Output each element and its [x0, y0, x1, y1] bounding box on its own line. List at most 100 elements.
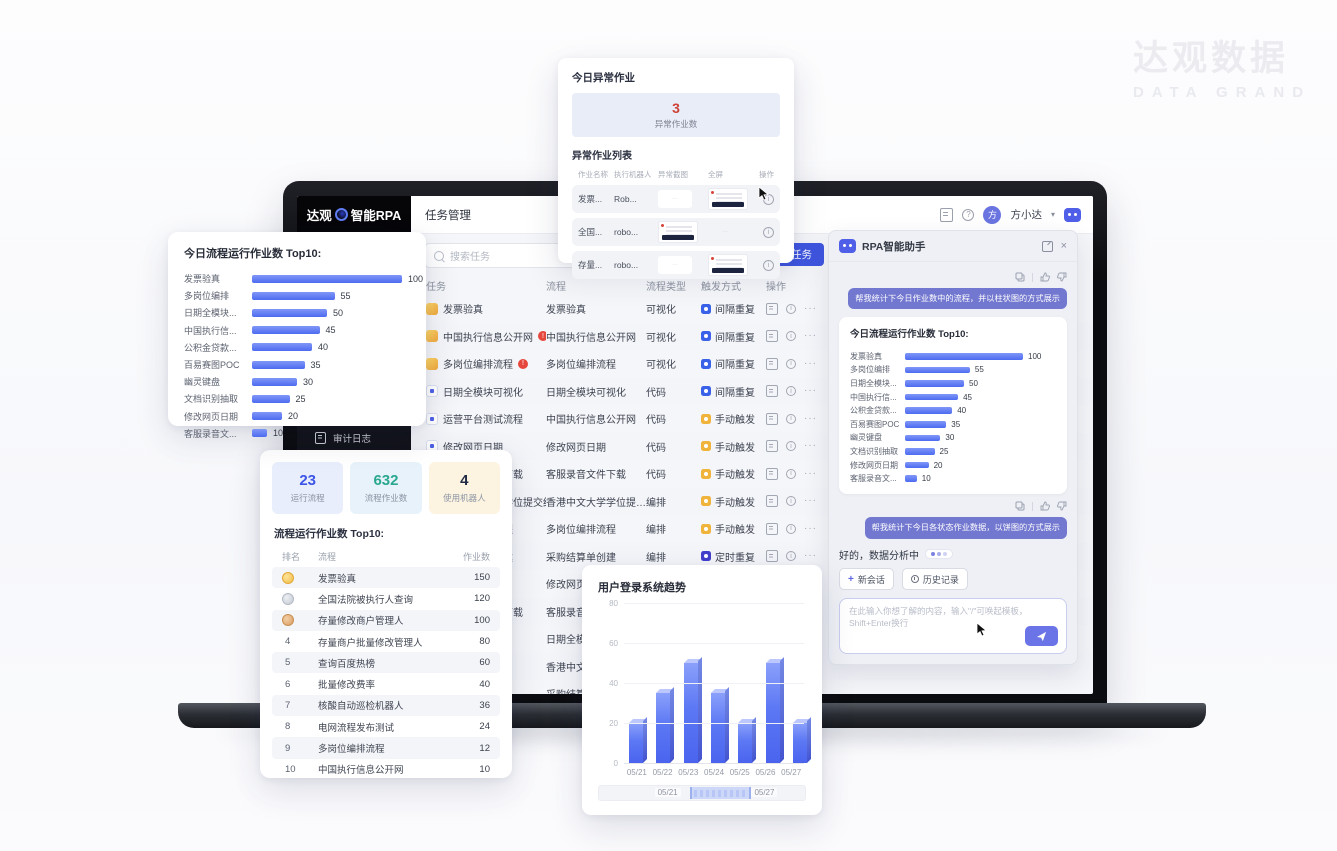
stat-running-flows: 23 运行流程 — [272, 462, 344, 514]
x-tick-label: 05/23 — [678, 768, 699, 777]
chat-input[interactable]: 在此输入你想了解的内容，输入"/"可唤起模板，Shift+Enter换行 — [839, 598, 1067, 654]
expand-icon[interactable] — [1041, 240, 1053, 252]
log-icon[interactable] — [766, 357, 778, 370]
tab-task-management[interactable]: 任务管理 — [425, 209, 471, 222]
abnormal-list-title: 异常作业列表 — [572, 151, 632, 162]
log-icon[interactable] — [766, 330, 778, 343]
bar-3d — [628, 723, 643, 763]
table-row[interactable]: 发票验真 发票验真 可视化 间隔重复 i ··· — [411, 295, 1093, 323]
info-icon[interactable]: i — [763, 226, 774, 238]
sidebar-item-audit-log[interactable]: 审计日志 — [297, 426, 411, 450]
chart-row: 日期全模块... 50 — [184, 304, 410, 321]
screenshot-thumb[interactable] — [658, 221, 698, 243]
info-icon[interactable]: i — [786, 551, 796, 562]
log-icon[interactable] — [766, 522, 778, 535]
avatar[interactable]: 方 — [983, 205, 1002, 224]
log-icon[interactable] — [766, 440, 778, 453]
info-icon[interactable]: i — [786, 468, 796, 479]
close-icon[interactable]: × — [1060, 239, 1067, 252]
info-icon[interactable]: i — [786, 441, 796, 452]
copy-icon[interactable] — [1015, 501, 1025, 511]
rank-number: 9 — [285, 742, 291, 754]
info-icon[interactable]: i — [786, 413, 796, 424]
info-icon[interactable]: i — [786, 303, 796, 314]
log-icon[interactable] — [766, 467, 778, 480]
grid-line — [624, 683, 804, 684]
trigger-icon — [701, 551, 711, 562]
assistant-reply: 好的，数据分析中 — [839, 547, 1067, 562]
cell-flow: 日期全模块可视化 — [546, 387, 626, 399]
col-flow: 流程 — [546, 281, 566, 293]
chevron-down-icon[interactable]: ▾ — [1050, 210, 1055, 219]
cell-task: 中国执行信息公开网! — [426, 329, 546, 344]
more-icon[interactable]: ··· — [804, 412, 817, 424]
info-icon[interactable]: i — [786, 358, 796, 369]
more-icon[interactable]: ··· — [804, 302, 817, 314]
rank-cell: 4 — [282, 636, 318, 647]
zoom-start-label: 05/21 — [654, 788, 681, 797]
zoom-end-label: 05/27 — [751, 788, 778, 797]
help-icon[interactable]: ? — [962, 208, 975, 221]
cell-ops: i ··· — [766, 522, 817, 535]
cell-type: 可视化 — [646, 305, 676, 317]
more-icon[interactable]: ··· — [804, 467, 817, 479]
trigger-label: 定时重复 — [715, 552, 755, 564]
note-icon[interactable] — [940, 207, 954, 222]
thumbs-up-icon[interactable] — [1040, 272, 1050, 282]
thumbs-down-icon[interactable] — [1057, 272, 1067, 282]
info-icon[interactable]: i — [786, 331, 796, 342]
log-icon[interactable] — [766, 302, 778, 315]
copy-icon[interactable] — [1015, 272, 1025, 282]
more-icon[interactable]: ··· — [804, 330, 817, 342]
info-icon[interactable]: i — [763, 259, 774, 271]
more-icon[interactable]: ··· — [804, 440, 817, 452]
assistant-robot-icon — [839, 239, 856, 253]
abnormal-row: 发票... Rob... ··· i — [572, 185, 780, 213]
info-icon[interactable]: i — [786, 523, 796, 534]
more-icon[interactable]: ··· — [804, 522, 817, 534]
bar-value: 20 — [288, 411, 299, 422]
bar-value: 50 — [333, 307, 344, 318]
cell-type: 编排 — [646, 497, 666, 509]
job-count: 24 — [479, 721, 490, 733]
bar-value: 40 — [957, 406, 967, 416]
log-icon[interactable] — [766, 550, 778, 563]
more-icon[interactable]: ··· — [804, 385, 817, 397]
thumbs-down-icon[interactable] — [1057, 501, 1067, 511]
more-icon[interactable]: ··· — [804, 550, 817, 562]
send-button[interactable] — [1025, 626, 1058, 646]
brand-logo: 达观数据 DATA GRAND — [1133, 30, 1311, 101]
data-zoom-selection[interactable] — [689, 787, 752, 799]
log-icon[interactable] — [766, 412, 778, 425]
info-icon[interactable]: i — [786, 496, 796, 507]
history-button[interactable]: 历史记录 — [901, 568, 968, 590]
more-icon[interactable]: ··· — [804, 495, 817, 507]
trigger-icon — [701, 331, 711, 342]
data-zoom-slider[interactable]: 05/21 05/27 — [598, 785, 806, 801]
bar — [252, 274, 402, 283]
table-row[interactable]: 运营平台测试流程 中国执行信息公开网 代码 手动触发 i ··· — [411, 405, 1093, 433]
ranking-row: 全国法院被执行人查询 120 — [272, 588, 500, 609]
x-axis-labels: 05/21 05/22 05/23 05/24 05/25 05/26 05/27 — [624, 768, 804, 777]
screenshot-thumb[interactable] — [708, 254, 748, 276]
thumbs-up-icon[interactable] — [1040, 501, 1050, 511]
robot-name: robo... — [614, 227, 639, 237]
info-icon[interactable]: i — [786, 386, 796, 397]
app-logo-icon — [334, 208, 348, 221]
new-chat-button[interactable]: + 新会话 — [839, 568, 894, 590]
user-name[interactable]: 方小达 — [1010, 209, 1042, 221]
cell-ops: i ··· — [766, 330, 817, 343]
assistant-robot-icon[interactable] — [1064, 207, 1081, 222]
table-row[interactable]: 多岗位编排流程! 多岗位编排流程 可视化 间隔重复 i ··· — [411, 350, 1093, 378]
job-count: 10 — [479, 763, 490, 775]
cell-flow: 香港中文大学学位提交结果查询 — [546, 497, 646, 509]
log-icon[interactable] — [766, 385, 778, 398]
assistant-header: RPA智能助手 × — [829, 231, 1077, 262]
bar-label: 客服录音文... — [184, 428, 237, 439]
fullscreen-slot: ··· — [708, 225, 756, 239]
log-icon[interactable] — [766, 495, 778, 508]
screenshot-thumb[interactable] — [708, 188, 748, 210]
ranking-row: 存量修改商户管理人 100 — [272, 609, 500, 631]
more-icon[interactable]: ··· — [804, 357, 817, 369]
bar-label: 百易赛图POC — [850, 419, 900, 429]
